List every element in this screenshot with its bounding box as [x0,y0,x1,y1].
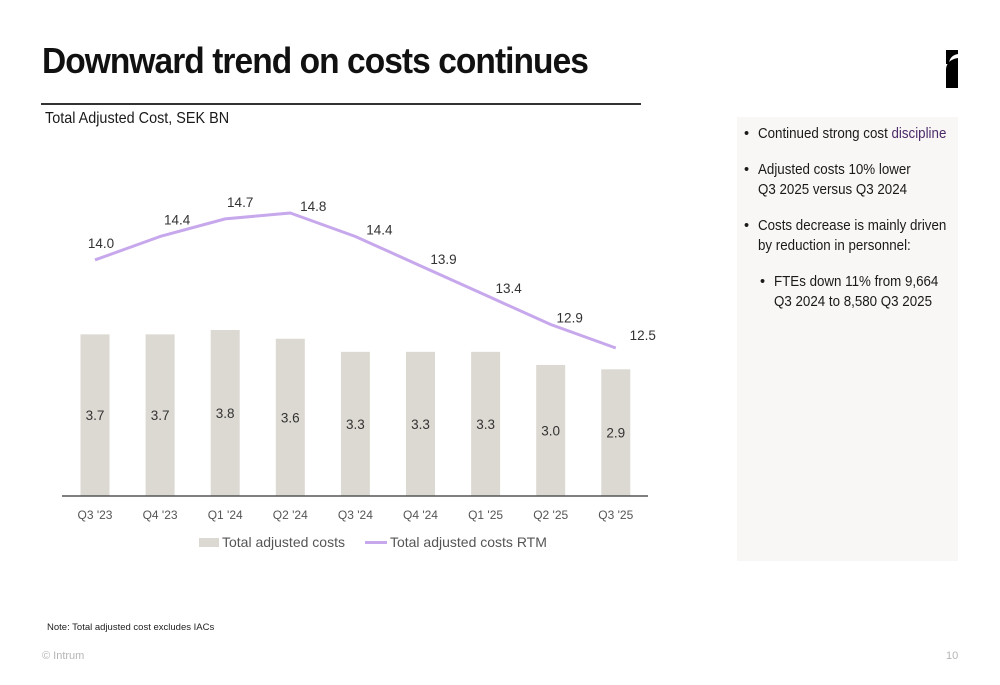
x-tick-label: Q3 '23 [78,508,113,522]
chart-title: Total Adjusted Cost, SEK BN [45,110,230,127]
x-tick-label: Q2 '24 [273,508,308,522]
x-tick-label: Q3 '24 [338,508,373,522]
legend-bar-swatch [199,537,219,547]
line-value-label: 14.4 [366,222,393,237]
x-tick-label: Q4 '23 [143,508,178,522]
chart-legend: Total adjusted costs Total adjusted cost… [199,534,547,550]
legend-bar-label: Total adjusted costs [222,534,345,550]
title-divider [41,103,641,105]
bar-value-label: 3.6 [281,410,300,425]
x-tick-labels: Q3 '23 Q4 '23 Q1 '24 Q2 '24 Q3 '24 Q4 '24 Q1 '… [78,508,634,522]
bullet-adjusted-costs: Adjusted costs 10% lower Q3 2025 versus … [737,160,958,200]
bar-2 [210,330,240,496]
bar-5 [406,351,435,496]
bar-value-label: 3.3 [411,417,430,432]
bar-value-label: 3.3 [346,417,365,432]
bar-6 [471,351,501,496]
line-value-label: 14.4 [164,212,191,227]
page-title: Downward trend on costs continues [42,40,589,81]
x-tick-label: Q2 '25 [533,508,568,522]
x-tick-label: Q4 '24 [403,508,438,522]
bar-value-label: 3.3 [476,417,495,432]
legend-line-label: Total adjusted costs RTM [389,534,547,550]
line-value-label: 12.5 [630,328,656,343]
copyright: © Intrum [42,650,85,662]
bars-layer [80,330,631,496]
footnote: Note: Total adjusted cost excludes IACs [47,622,215,633]
legend-line-swatch [364,540,387,544]
line-value-label: 12.9 [557,311,583,326]
page-number: 10 [946,650,959,662]
bar-value-label: 3.7 [86,408,105,423]
bar-value-label: 3.7 [151,408,170,423]
rtm-line [94,211,617,350]
bar-0 [80,334,110,496]
bar-4 [340,351,370,496]
x-tick-label: Q3 '25 [598,508,633,522]
sub-bullet-ftes: FTEs down 11% from 9,664 Q3 2024 to 8,58… [737,272,958,312]
line-value-label: 14.8 [300,199,326,214]
bullet-cost-decrease: Costs decrease is mainly driven by reduc… [737,216,958,256]
bar-8 [601,369,631,496]
bar-7 [536,364,566,496]
cost-chart: 3.7 3.7 3.8 3.6 3.3 3.3 3.3 3.0 2.9 14.0 14.4 14.7 1… [62,195,656,522]
x-tick-label: Q1 '25 [468,508,503,522]
line-value-label: 13.9 [430,252,456,267]
bar-value-label: 3.8 [216,406,235,421]
bar-3 [275,338,305,496]
accent-word: discipline [891,126,947,142]
bullet-cost-discipline: Continued strong cost discipline [737,124,958,144]
line-value-label: 14.0 [88,236,114,251]
bar-1 [145,334,175,496]
intrum-logo-icon [946,50,958,88]
x-tick-label: Q1 '24 [208,508,243,522]
line-layer [94,211,617,350]
line-value-label: 13.4 [495,281,522,296]
labels-layer: 3.7 3.7 3.8 3.6 3.3 3.3 3.3 3.0 2.9 14.0 14.4 14.7 1… [86,195,656,441]
bar-value-label: 2.9 [606,426,625,441]
bar-value-label: 3.0 [541,423,560,438]
key-points-panel: Continued strong cost discipline Adjuste… [737,117,958,561]
line-value-label: 14.7 [227,195,253,210]
